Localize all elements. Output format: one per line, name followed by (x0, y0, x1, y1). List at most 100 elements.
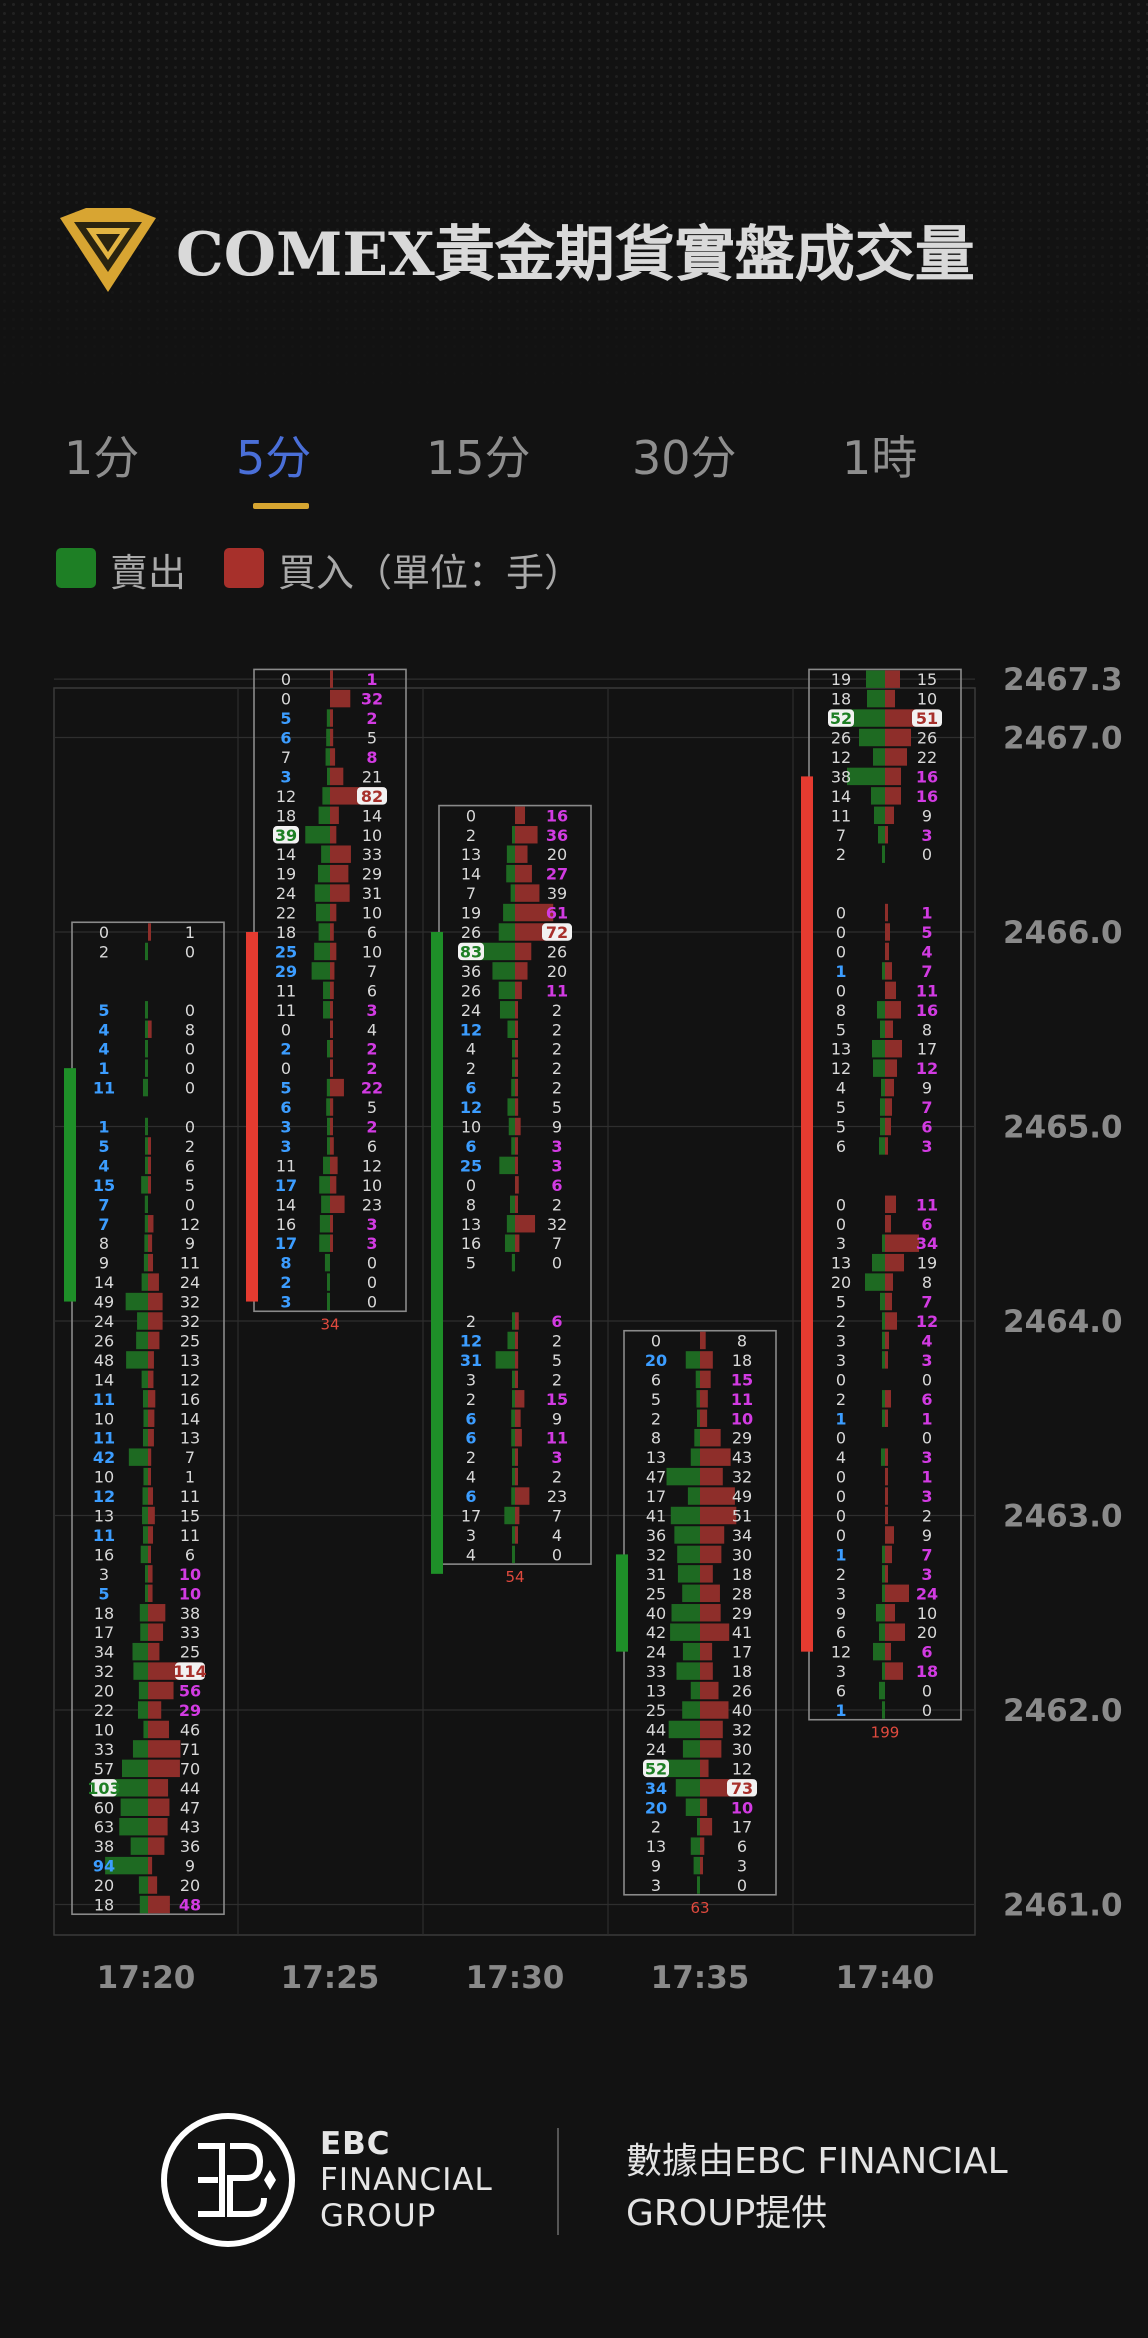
buy-volume-value: 6 (921, 1390, 932, 1409)
price-axis-label: 2467.3 (1003, 662, 1123, 698)
buy-volume-bar (330, 709, 333, 727)
buy-volume-bar (885, 1117, 891, 1136)
cluster-total-delta: 199 (871, 1724, 900, 1742)
sell-volume-bar (695, 1370, 700, 1389)
buy-volume-value: 29 (362, 865, 382, 884)
buy-volume-bar (330, 1176, 337, 1194)
buy-volume-value: 2 (922, 1507, 932, 1526)
buy-volume-value: 25 (180, 1331, 200, 1350)
buy-volume-value: 24 (916, 1584, 938, 1603)
sell-volume-value: 0 (651, 1331, 661, 1350)
buy-volume-bar (885, 1467, 888, 1486)
sell-volume-value: 49 (94, 1293, 114, 1312)
buy-volume-value: 3 (551, 1137, 562, 1156)
buy-volume-bar (148, 1856, 153, 1875)
buy-volume-value: 1 (921, 1409, 932, 1428)
tab-1hour[interactable]: 1時 (842, 431, 918, 485)
buy-volume-value: 10 (362, 942, 382, 961)
sell-volume-value: 14 (831, 787, 851, 806)
tab-15min[interactable]: 15分 (426, 431, 531, 485)
sell-volume-value: 13 (646, 1837, 666, 1856)
buy-volume-bar (700, 1604, 721, 1622)
sell-volume-value: 5 (98, 1001, 109, 1020)
buy-volume-value: 6 (551, 1176, 562, 1195)
time-axis-label: 17:20 (97, 1960, 196, 1996)
sell-volume-value: 103 (87, 1779, 120, 1798)
sell-volume-bar (690, 1448, 700, 1466)
buy-volume-bar (148, 1156, 151, 1175)
buy-volume-bar (148, 1720, 169, 1739)
buy-volume-value: 71 (180, 1740, 200, 1759)
buy-volume-value: 16 (916, 787, 938, 806)
tab-5min[interactable]: 5分 (236, 431, 312, 485)
buy-volume-value: 2 (552, 1468, 562, 1487)
sell-volume-bar (671, 1604, 700, 1622)
buy-volume-bar (885, 670, 900, 688)
sell-volume-value: 8 (99, 1234, 109, 1253)
sell-volume-bar (873, 1059, 885, 1077)
sell-volume-bar (882, 1331, 885, 1350)
sell-volume-value: 2 (466, 1448, 476, 1467)
sell-volume-bar (144, 1195, 148, 1214)
buy-volume-value: 5 (367, 1098, 377, 1117)
buy-volume-value: 2 (366, 1118, 377, 1137)
buy-volume-bar (148, 1409, 155, 1427)
sell-volume-bar (677, 1545, 700, 1564)
buy-volume-bar (700, 1565, 713, 1583)
time-axis-label: 17:30 (466, 1960, 565, 1996)
buy-volume-value: 8 (737, 1331, 747, 1350)
buy-volume-bar (885, 767, 901, 786)
sell-volume-value: 10 (461, 1118, 481, 1137)
sell-volume-value: 26 (831, 729, 851, 748)
gold-diamond-logo-icon (60, 208, 156, 292)
sell-volume-bar (319, 1215, 330, 1233)
sell-volume-bar (882, 1584, 885, 1603)
sell-volume-bar (327, 1273, 330, 1291)
tab-30min[interactable]: 30分 (632, 431, 737, 485)
buy-volume-value: 26 (917, 729, 937, 748)
buy-volume-value: 6 (367, 981, 377, 1000)
tab-1min[interactable]: 1分 (64, 431, 140, 485)
buy-volume-value: 0 (922, 1682, 932, 1701)
sell-volume-value: 12 (460, 1098, 482, 1117)
buy-volume-bar (515, 1156, 518, 1175)
buy-volume-bar (700, 1681, 719, 1700)
buy-volume-value: 7 (552, 1507, 562, 1526)
buy-volume-bar (330, 1234, 333, 1252)
sell-volume-bar (145, 942, 148, 961)
legend-buy-label: 買入（單位：手） (278, 551, 583, 595)
buy-volume-bar (515, 1526, 518, 1544)
buy-volume-bar (700, 1856, 703, 1875)
sell-volume-bar (872, 1039, 885, 1058)
buy-volume-bar (330, 689, 351, 708)
buy-volume-bar (515, 962, 528, 980)
sell-volume-bar (507, 1331, 515, 1350)
buy-volume-value: 8 (366, 748, 377, 767)
buy-volume-bar (330, 1078, 344, 1097)
price-axis-label: 2462.0 (1003, 1693, 1123, 1729)
sell-volume-value: 8 (280, 1254, 291, 1273)
sell-volume-value: 0 (836, 1429, 846, 1448)
sell-volume-value: 33 (646, 1662, 666, 1681)
max-sell-highlight (828, 709, 854, 727)
buy-volume-value: 18 (732, 1351, 752, 1370)
sell-volume-bar (499, 1156, 515, 1175)
sell-volume-bar (511, 1487, 515, 1505)
buy-volume-value: 29 (732, 1604, 752, 1623)
buy-volume-value: 1 (185, 923, 195, 942)
buy-volume-bar (700, 1545, 722, 1564)
buy-volume-bar (148, 1331, 160, 1350)
buy-volume-value: 11 (180, 1487, 200, 1506)
sell-volume-bar (512, 1467, 515, 1486)
buy-volume-bar (885, 1390, 891, 1408)
buy-volume-bar (330, 728, 334, 747)
price-axis-label: 2461.0 (1003, 1888, 1123, 1924)
buy-volume-value: 21 (362, 767, 382, 786)
buy-volume-bar (330, 1156, 338, 1175)
buy-volume-value: 9 (185, 1234, 195, 1253)
sell-volume-value: 14 (94, 1370, 114, 1389)
buy-volume-value: 3 (921, 1448, 932, 1467)
buy-volume-value: 73 (731, 1779, 753, 1798)
active-tab-indicator (253, 503, 309, 509)
sell-volume-bar (105, 1856, 148, 1875)
